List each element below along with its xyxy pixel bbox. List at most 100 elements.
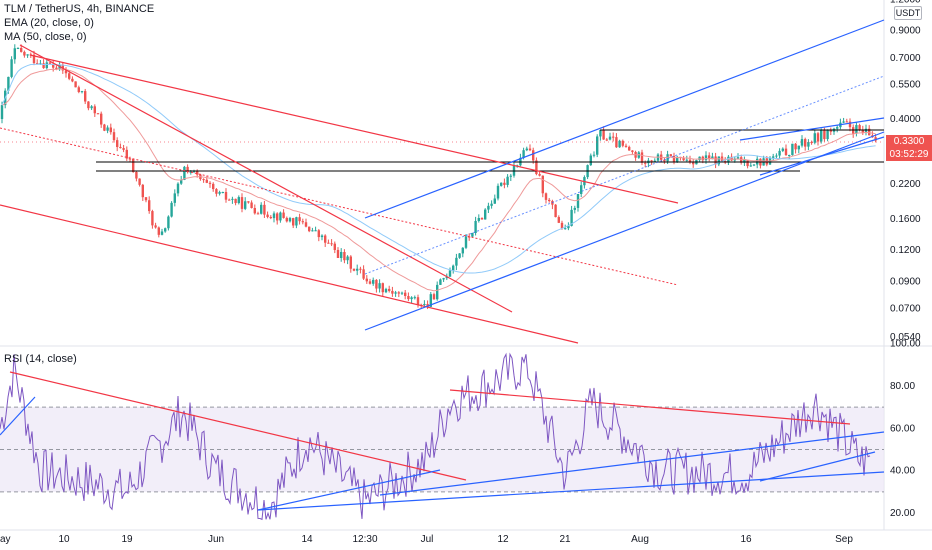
candle-body: [653, 160, 656, 162]
candle-body: [589, 155, 592, 166]
candle-body: [77, 87, 80, 92]
candle-body: [100, 113, 103, 125]
candle-body: [132, 158, 135, 173]
candle-body: [151, 211, 154, 226]
candle-body: [663, 159, 666, 162]
time-tick-label: 10: [58, 534, 70, 545]
candle-body: [237, 197, 240, 204]
candle-body: [596, 136, 599, 155]
rsi-blue-trend-early: [0, 396, 36, 436]
candle-body: [484, 209, 487, 220]
candle-body: [375, 279, 378, 289]
candle-body: [45, 62, 48, 69]
candle-body: [202, 179, 205, 181]
candle-body: [826, 130, 829, 140]
candle-body: [612, 136, 615, 138]
ma-legend[interactable]: MA (50, close, 0): [4, 31, 87, 43]
candle-body: [509, 175, 512, 177]
candle-body: [125, 149, 128, 159]
candle-body: [343, 252, 346, 261]
rsi-legend: RSI (14, close): [4, 352, 77, 366]
candle-body: [340, 252, 343, 259]
symbol-title[interactable]: TLM / TetherUS, 4h, BINANCE: [4, 3, 155, 15]
candle-body: [816, 133, 820, 142]
candle-body: [740, 157, 743, 163]
candle-body: [688, 159, 692, 163]
candle-body: [87, 101, 90, 109]
candle-body: [397, 292, 400, 294]
candle-body: [855, 125, 858, 134]
candle-body: [394, 292, 397, 294]
candle-body: [413, 297, 416, 299]
candle-body: [746, 160, 749, 167]
candle-body: [71, 78, 74, 82]
candle-body: [247, 201, 250, 203]
candle-body: [580, 185, 583, 195]
candle-body: [794, 143, 797, 150]
candle-body: [378, 283, 381, 289]
candle-body: [570, 209, 573, 226]
candle-body: [868, 128, 871, 136]
candle-body: [266, 214, 269, 217]
candle-body: [820, 130, 823, 142]
candle-body: [276, 213, 279, 221]
candle-body: [452, 265, 455, 271]
candle-body: [384, 288, 388, 293]
blue-wedge-top: [739, 117, 885, 141]
candle-body: [138, 178, 141, 185]
candle-body: [404, 292, 407, 296]
rsi-title[interactable]: RSI (14, close): [4, 353, 77, 365]
candle-body: [256, 213, 260, 215]
candle-body: [810, 142, 813, 144]
candle-body: [42, 63, 45, 69]
candle-body: [861, 129, 864, 133]
currency-badge[interactable]: USDT: [894, 6, 922, 20]
candle-body: [858, 125, 861, 130]
candle-body: [775, 155, 778, 157]
candle-body: [346, 256, 349, 261]
candle-body: [599, 130, 602, 137]
candle-body: [416, 297, 420, 305]
candle-body: [196, 170, 199, 175]
candle-body: [48, 62, 52, 64]
candle-body: [487, 205, 490, 210]
candle-body: [672, 155, 676, 163]
candle-body: [644, 162, 647, 164]
candle-body: [330, 243, 333, 245]
price-tick-label: 0.1600: [890, 214, 921, 225]
candle-body: [122, 148, 125, 150]
candle-body: [167, 216, 170, 229]
ema-legend[interactable]: EMA (20, close, 0): [4, 17, 94, 29]
candle-body: [84, 91, 87, 102]
rsi-line: [0, 352, 871, 521]
candle-body: [253, 207, 256, 214]
price-tick-label: 0.2200: [890, 179, 921, 190]
candle-body: [26, 54, 29, 56]
candle-body: [480, 218, 484, 220]
candle-body: [829, 130, 832, 132]
candle-body: [0, 105, 4, 119]
candle-body: [682, 157, 685, 161]
candle-body: [314, 230, 317, 232]
candle-body: [436, 284, 439, 300]
candle-body: [288, 218, 292, 222]
candle-body: [528, 148, 532, 151]
candle-body: [333, 243, 336, 250]
candle-body: [628, 146, 631, 151]
candle-body: [234, 198, 237, 204]
candle-body: [848, 121, 852, 128]
candle-body: [752, 164, 756, 166]
blue-channel-top: [364, 19, 885, 219]
candle-body: [813, 133, 816, 143]
candle-body: [500, 182, 503, 186]
candle-body: [592, 154, 596, 156]
candle-body: [496, 185, 500, 199]
candle-body: [650, 160, 653, 162]
candle-body: [458, 253, 461, 258]
candle-body: [701, 156, 704, 161]
candle-body: [327, 242, 330, 244]
current-price-tag: 0.3300: [886, 135, 932, 148]
candle-body: [791, 143, 794, 156]
